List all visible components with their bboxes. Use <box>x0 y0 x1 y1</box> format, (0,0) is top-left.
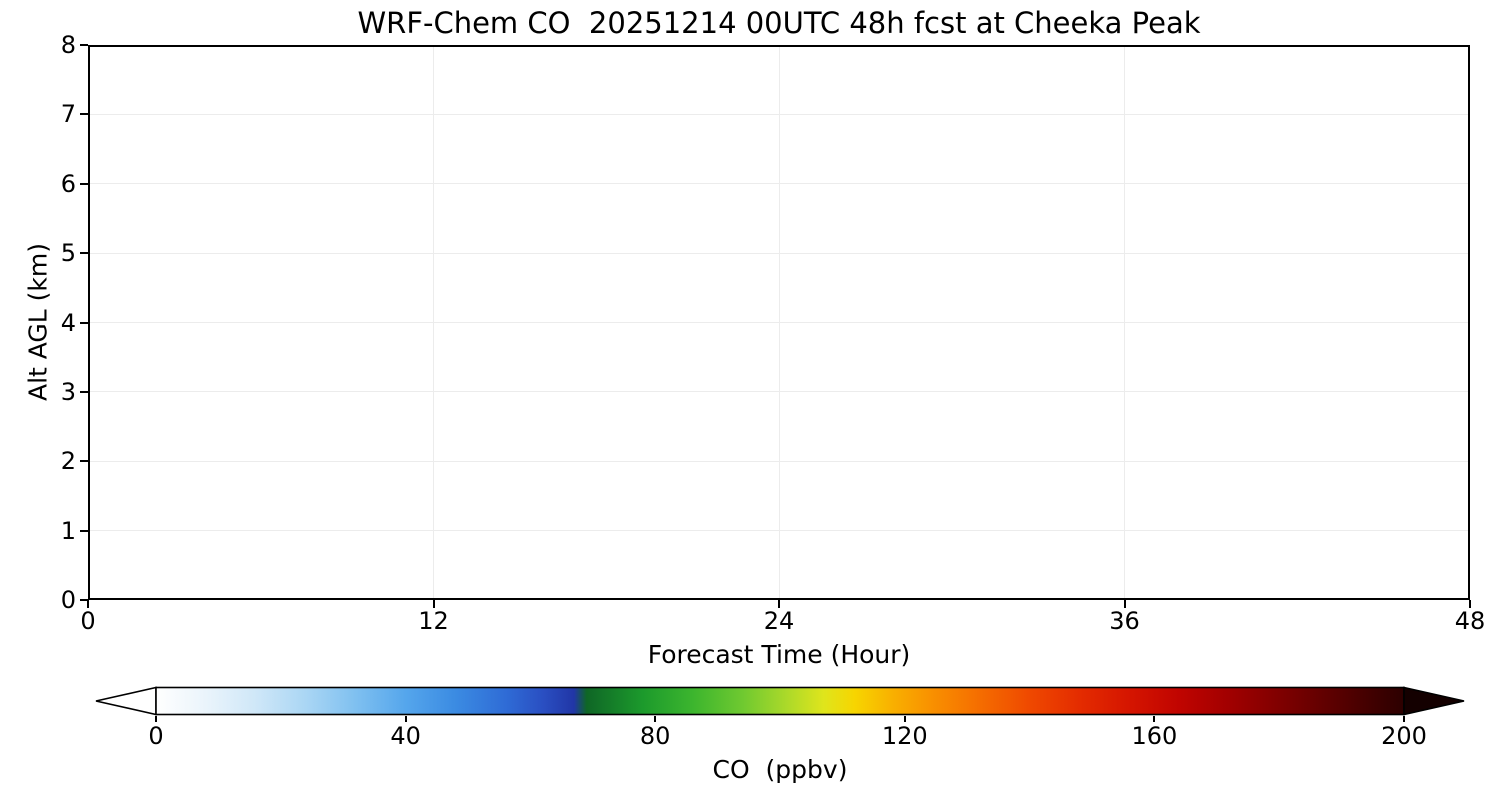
colorbar-label: CO (ppbv) <box>712 755 848 784</box>
x-tick-label: 48 <box>1454 607 1486 635</box>
colorbar-tick-mark <box>903 716 906 722</box>
y-tick-label: 0 <box>60 585 76 614</box>
gridline-horizontal <box>90 530 1468 532</box>
y-tick-mark <box>80 252 88 255</box>
y-tick-label: 4 <box>60 308 76 337</box>
x-tick-label: 36 <box>1109 607 1140 635</box>
colorbar-tick-mark <box>1153 716 1156 722</box>
gridline-horizontal <box>90 460 1468 462</box>
colorbar-over-arrow <box>1403 686 1465 716</box>
y-tick-label: 1 <box>60 516 76 545</box>
x-tick-mark <box>1469 600 1471 608</box>
y-tick-mark <box>80 529 88 532</box>
x-tick-label: 12 <box>418 607 449 635</box>
plot-area <box>88 45 1470 600</box>
colorbar-tick-mark <box>155 716 157 722</box>
chart-title: WRF-Chem CO 20251214 00UTC 48h fcst at C… <box>357 6 1201 40</box>
colorbar-tick-label: 80 <box>639 722 671 750</box>
gridline-horizontal <box>90 113 1468 115</box>
colorbar-tick-label: 200 <box>1381 722 1427 750</box>
x-tick-label: 24 <box>763 607 795 635</box>
y-tick-label: 2 <box>60 447 76 476</box>
y-tick-label: 5 <box>60 238 76 267</box>
y-tick-mark <box>80 321 88 324</box>
colorbar-tick-label: 0 <box>148 722 164 750</box>
colorbar-tick-mark <box>1403 716 1405 722</box>
y-tick-mark <box>80 182 88 185</box>
x-tick-mark <box>432 600 435 608</box>
colorbar-tick-label: 40 <box>390 722 421 750</box>
y-tick-label: 3 <box>60 377 76 406</box>
gridline-horizontal <box>90 252 1468 254</box>
gridline-horizontal <box>90 391 1468 393</box>
colorbar-tick-mark <box>404 716 407 722</box>
gridline-horizontal <box>90 322 1468 323</box>
gridline-horizontal <box>90 183 1468 185</box>
colorbar-under-arrow <box>95 686 157 716</box>
y-tick-mark <box>80 44 88 46</box>
x-tick-mark <box>87 600 89 608</box>
y-tick-label: 6 <box>60 169 76 198</box>
colorbar-tick-label: 120 <box>881 722 928 750</box>
colorbar-tick-label: 160 <box>1131 722 1178 750</box>
y-tick-mark <box>80 113 88 116</box>
y-tick-mark <box>80 390 88 393</box>
colorbar-tick-mark <box>654 716 657 722</box>
colorbar <box>95 686 1465 716</box>
x-tick-label: 0 <box>80 607 96 635</box>
x-axis-label: Forecast Time (Hour) <box>647 640 911 669</box>
y-tick-mark <box>80 460 88 463</box>
y-tick-mark <box>80 599 88 601</box>
x-tick-mark <box>778 600 780 608</box>
y-tick-label: 8 <box>60 30 76 59</box>
x-tick-mark <box>1123 600 1126 608</box>
y-tick-label: 7 <box>60 100 76 129</box>
colorbar-body <box>155 686 1405 716</box>
